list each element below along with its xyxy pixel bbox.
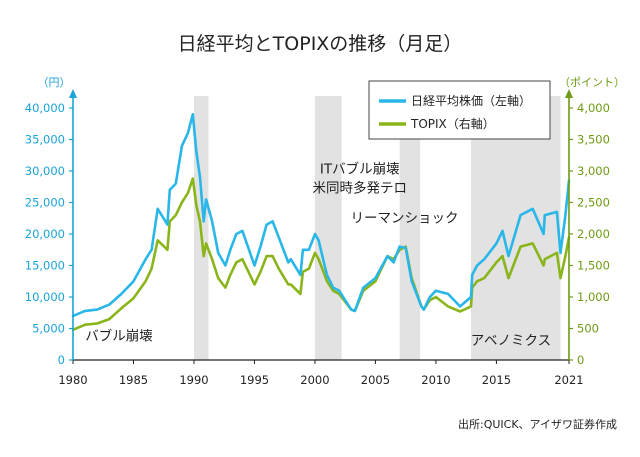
right-tick-label-4: 2,000 xyxy=(577,227,610,241)
left-tick-label-0: 0 xyxy=(58,353,65,367)
annotation-0: バブル崩壊 xyxy=(85,327,153,344)
x-tick-label-2000: 2000 xyxy=(300,373,329,387)
axes: 1980 1985 1990 1995 2000 2005 2010 2015 2021 0 5,0… xyxy=(25,76,625,387)
left-tick-label-7: 35,000 xyxy=(25,133,65,147)
annotation-4: アベノミクス xyxy=(471,333,551,349)
legend-label-topix: TOPIX（右軸） xyxy=(410,116,495,131)
left-axis-arrow xyxy=(69,89,77,98)
annotation-3: リーマンショック xyxy=(350,211,458,227)
left-tick-label-3: 15,000 xyxy=(25,259,65,273)
series-line-topix xyxy=(71,177,571,332)
left-tick-label-6: 30,000 xyxy=(25,164,65,178)
x-tick-label-2005: 2005 xyxy=(361,373,390,387)
series-lines xyxy=(71,113,571,332)
left-tick-label-5: 25,000 xyxy=(25,196,65,210)
x-tick-label-2021: 2021 xyxy=(554,373,583,387)
right-axis-unit: （ポイント） xyxy=(559,76,625,89)
x-tick-label-1990: 1990 xyxy=(179,373,208,387)
x-tick-label-1985: 1985 xyxy=(119,373,148,387)
left-tick-label-2: 10,000 xyxy=(25,290,65,304)
chart-title: 日経平均とTOPIXの推移（月足） xyxy=(178,33,463,55)
right-tick-label-1: 500 xyxy=(577,322,599,336)
left-axis-unit: （円） xyxy=(38,76,71,89)
right-tick-label-6: 3,000 xyxy=(577,164,610,178)
x-tick-label-2010: 2010 xyxy=(421,373,450,387)
shaded-period-1 xyxy=(314,96,342,360)
right-tick-label-5: 2,500 xyxy=(577,196,610,210)
legend: 日経平均株価（左軸） TOPIX（右軸） xyxy=(368,80,551,140)
source-note: 出所:QUICK、アイザワ証券作成 xyxy=(458,417,617,431)
x-tick-label-1980: 1980 xyxy=(58,373,87,387)
x-tick-label-1995: 1995 xyxy=(240,373,269,387)
right-tick-label-0: 0 xyxy=(577,353,584,367)
right-tick-label-7: 3,500 xyxy=(577,133,610,147)
right-tick-label-2: 1,000 xyxy=(577,290,610,304)
x-tick-label-2015: 2015 xyxy=(482,373,511,387)
right-tick-label-3: 1,500 xyxy=(577,259,610,273)
legend-label-nikkei: 日経平均株価（左軸） xyxy=(411,93,531,108)
left-tick-label-4: 20,000 xyxy=(25,227,65,241)
left-tick-label-8: 40,000 xyxy=(25,101,65,115)
shaded-period-2 xyxy=(399,96,421,360)
legend-box xyxy=(368,80,551,140)
left-tick-label-1: 5,000 xyxy=(32,322,65,336)
right-tick-label-8: 4,000 xyxy=(577,101,610,115)
annotation-2: 米同時多発テロ xyxy=(312,179,407,196)
right-axis-arrow xyxy=(565,89,573,98)
shaded-periods xyxy=(193,96,561,360)
annotation-1: ITバブル崩壊 xyxy=(320,161,400,178)
series-line-nikkei xyxy=(71,113,571,318)
